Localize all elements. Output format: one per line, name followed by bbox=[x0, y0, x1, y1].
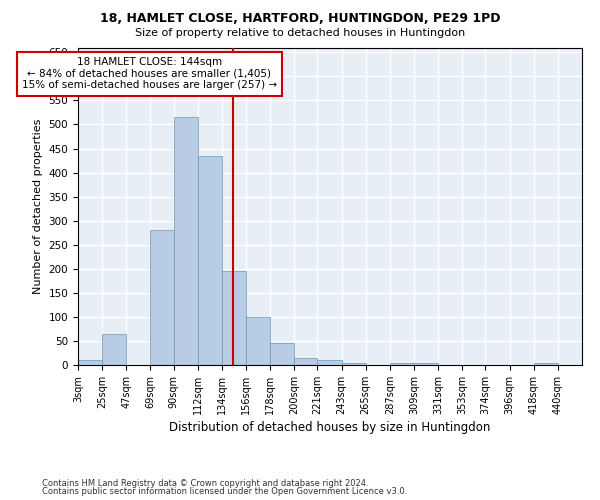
Text: Size of property relative to detached houses in Huntingdon: Size of property relative to detached ho… bbox=[135, 28, 465, 38]
Bar bbox=[533, 362, 558, 365]
Bar bbox=[414, 362, 438, 365]
Bar bbox=[390, 362, 414, 365]
Bar bbox=[270, 344, 295, 365]
Bar bbox=[197, 156, 222, 365]
Bar bbox=[173, 118, 197, 365]
Text: 18 HAMLET CLOSE: 144sqm
← 84% of detached houses are smaller (1,405)
15% of semi: 18 HAMLET CLOSE: 144sqm ← 84% of detache… bbox=[22, 57, 277, 90]
Bar bbox=[246, 317, 270, 365]
Text: 18, HAMLET CLOSE, HARTFORD, HUNTINGDON, PE29 1PD: 18, HAMLET CLOSE, HARTFORD, HUNTINGDON, … bbox=[100, 12, 500, 26]
Bar bbox=[295, 358, 317, 365]
X-axis label: Distribution of detached houses by size in Huntingdon: Distribution of detached houses by size … bbox=[169, 421, 491, 434]
Text: Contains public sector information licensed under the Open Government Licence v3: Contains public sector information licen… bbox=[42, 487, 407, 496]
Bar bbox=[78, 360, 102, 365]
Bar bbox=[222, 271, 246, 365]
Bar bbox=[151, 230, 173, 365]
Text: Contains HM Land Registry data © Crown copyright and database right 2024.: Contains HM Land Registry data © Crown c… bbox=[42, 478, 368, 488]
Bar bbox=[102, 334, 127, 365]
Bar bbox=[317, 360, 341, 365]
Bar bbox=[341, 362, 365, 365]
Y-axis label: Number of detached properties: Number of detached properties bbox=[33, 118, 43, 294]
